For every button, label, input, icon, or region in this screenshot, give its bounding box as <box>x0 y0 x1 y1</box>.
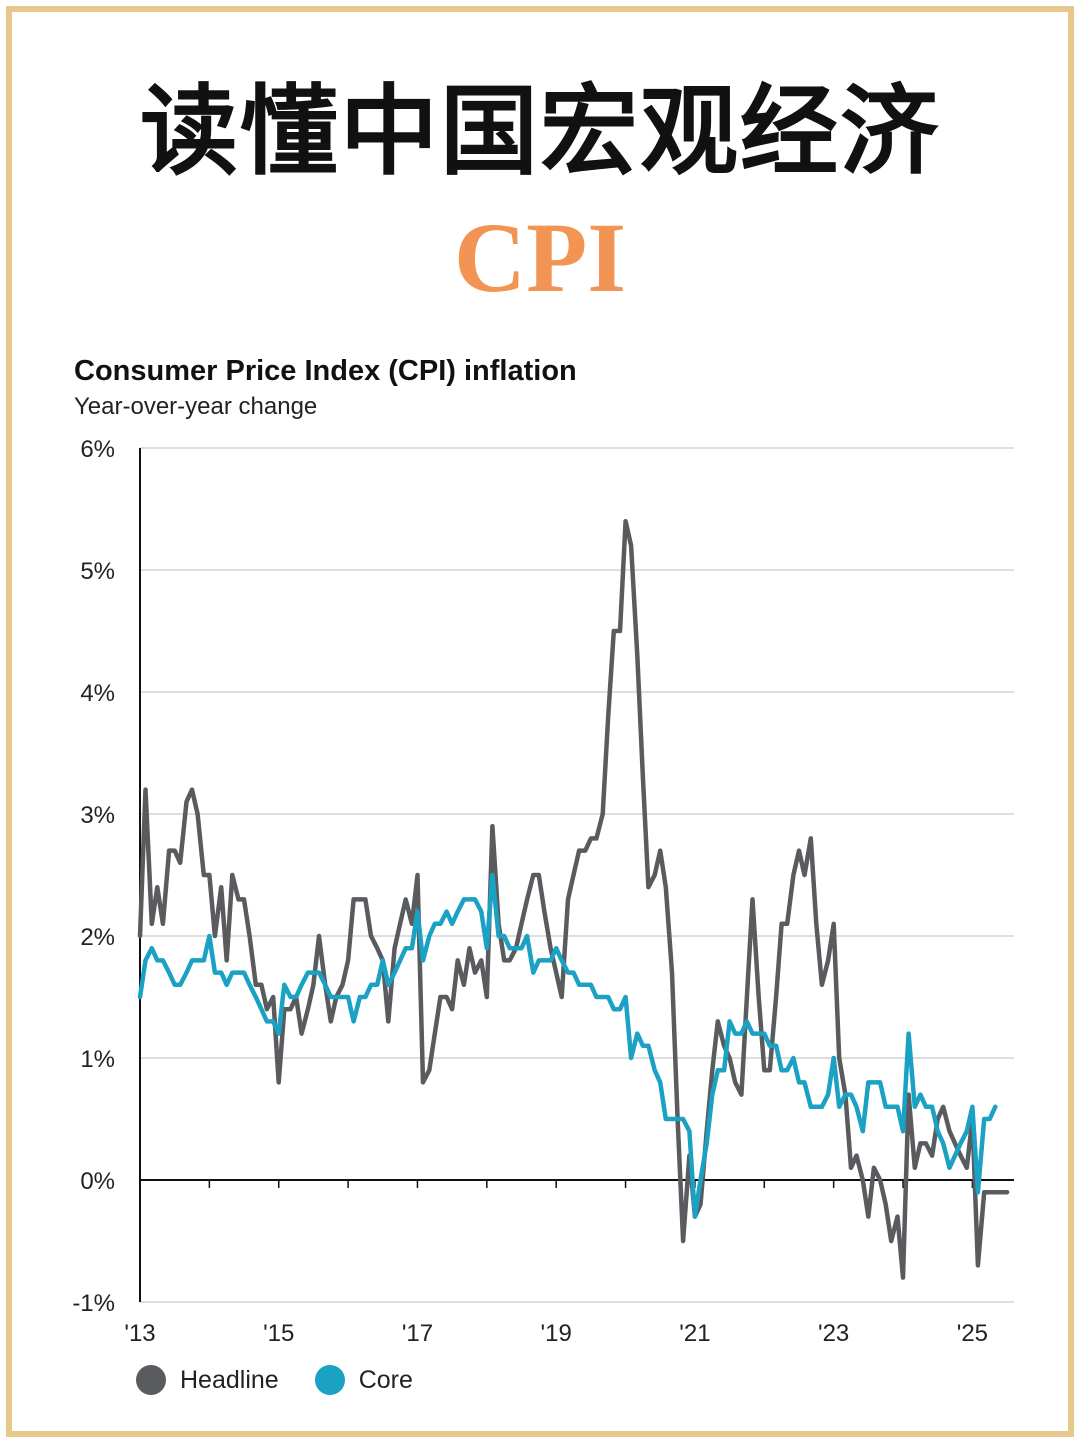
legend-label-headline: Headline <box>180 1365 279 1394</box>
y-tick-label: 5% <box>80 558 115 585</box>
y-tick-label: -1% <box>72 1290 115 1317</box>
y-tick-label: 2% <box>80 924 115 951</box>
x-tick-label: '21 <box>679 1320 710 1347</box>
legend-swatch-core <box>314 1365 345 1395</box>
y-tick-label: 3% <box>80 802 115 829</box>
x-tick-label: '17 <box>402 1320 433 1347</box>
y-tick-label: 0% <box>80 1168 115 1195</box>
legend-item-core: Core <box>314 1365 413 1395</box>
x-tick-label: '15 <box>263 1320 294 1347</box>
decorative-frame <box>6 6 1074 1437</box>
x-tick-label: '19 <box>541 1320 572 1347</box>
tick-labels: -1% 0% 1% 2% 3% 4% 5% 6% '13 '15 '17 '19 '21 '23 '25 <box>72 436 988 1347</box>
x-tick-label: '23 <box>818 1320 849 1347</box>
legend-item-headline: Headline <box>136 1365 279 1395</box>
y-tick-label: 6% <box>80 436 115 463</box>
chart-subtitle: Year-over-year change <box>74 393 318 420</box>
x-tick-label: '25 <box>957 1320 988 1347</box>
page-title: 读懂中国宏观经济 <box>139 75 940 189</box>
chart-title: Consumer Price Index (CPI) inflation <box>74 355 577 387</box>
gridlines <box>140 447 1014 1303</box>
page-subtitle: CPI <box>453 202 627 313</box>
series-line-headline <box>137 518 1010 1280</box>
y-tick-label: 1% <box>80 1046 115 1073</box>
y-tick-label: 4% <box>80 680 115 707</box>
axes <box>139 448 1014 1302</box>
x-tick-label: '13 <box>124 1320 155 1347</box>
series-line-core <box>137 872 998 1219</box>
series-layer <box>137 518 1010 1280</box>
legend: Headline Core <box>136 1365 449 1395</box>
legend-label-core: Core <box>358 1365 413 1394</box>
legend-swatch-headline <box>136 1365 166 1395</box>
